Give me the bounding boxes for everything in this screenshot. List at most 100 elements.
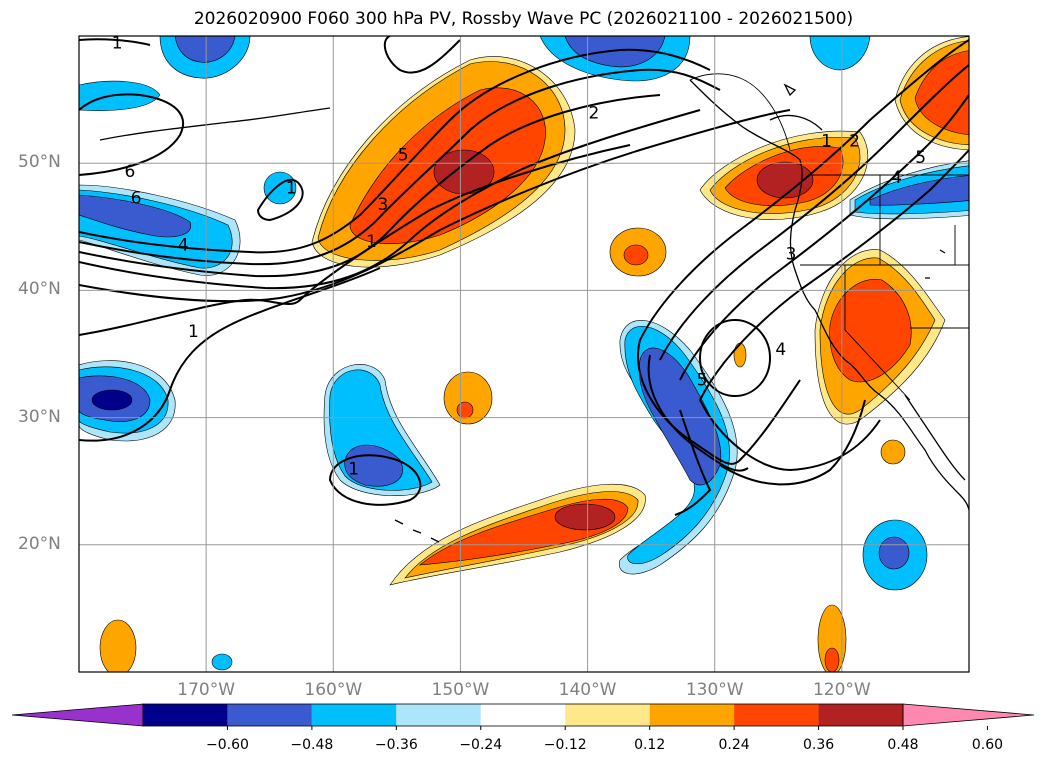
lat-tick-label: 20°N: [18, 533, 61, 554]
colorbar-tick-label: −0.48: [290, 737, 334, 753]
colorbar-tick-label: 0.48: [887, 737, 919, 753]
contour-line: [79, 94, 661, 278]
country-border: [689, 73, 791, 151]
lon-tick-label: 160°W: [304, 680, 363, 700]
contour-label: 1: [286, 178, 297, 198]
colorbar-segment: [396, 704, 481, 726]
map-frame: [78, 35, 970, 673]
colorbar-segment: [227, 704, 312, 726]
contour-line: [328, 454, 422, 506]
state-border: [844, 265, 911, 401]
negative-anomaly: [809, 36, 871, 71]
map-title: 2026020900 F060 300 hPa PV, Rossby Wave …: [193, 9, 854, 29]
coastline: [783, 83, 797, 97]
lat-tick-label: 40°N: [18, 279, 61, 300]
contour-label: 6: [124, 162, 135, 182]
contour-line: [659, 64, 969, 361]
coastline-layer: [99, 79, 969, 543]
negative-anomaly: [79, 194, 192, 238]
coastline: [769, 114, 823, 131]
contour-line: [79, 93, 185, 176]
positive-anomaly: [554, 503, 616, 531]
positive-anomaly: [443, 371, 493, 425]
colorbar-segment: [565, 704, 650, 726]
colorbar-segment: [311, 704, 397, 726]
colorbar-tick-label: 0.60: [971, 737, 1004, 753]
colorbar-extend-low: [11, 703, 144, 727]
gridlines: [79, 36, 969, 672]
positive-anomaly: [456, 401, 474, 419]
negative-anomaly: [79, 80, 161, 111]
coastline: [925, 249, 946, 279]
contour-line: [699, 319, 771, 397]
contour-line: [79, 109, 791, 303]
contour-label: 5: [915, 148, 926, 168]
shading-layer: [79, 36, 969, 672]
lat-tick-label: 30°N: [18, 406, 61, 427]
contour-label: 4: [891, 168, 902, 188]
contour-label: 4: [775, 340, 786, 360]
lat-tick-label: 50°N: [18, 152, 61, 173]
contour-line: [674, 409, 712, 516]
contour-label: 3: [786, 245, 797, 265]
colorbar-segment: [649, 704, 735, 726]
coastline: [904, 394, 966, 481]
colorbar-segment: [143, 704, 228, 726]
colorbar-segment: [818, 704, 903, 726]
positive-anomaly: [756, 161, 814, 199]
contour-line: [79, 267, 381, 442]
negative-anomaly: [869, 175, 969, 206]
coastline: [689, 79, 969, 511]
colorbar-segment: [480, 704, 566, 726]
contour-line: [719, 399, 866, 486]
contour-line: [79, 48, 711, 254]
positive-anomaly: [829, 278, 912, 383]
contour-label: 4: [178, 236, 189, 256]
lon-tick-label: 170°W: [177, 680, 236, 700]
colorbar-tick-label: 0.12: [634, 737, 666, 753]
colorbar-tick-label: −0.36: [374, 737, 418, 753]
colorbar-tick-label: −0.24: [459, 737, 503, 753]
contour-line: [383, 36, 461, 74]
positive-anomaly: [824, 647, 840, 672]
positive-anomaly: [733, 342, 747, 368]
contour-line: [637, 339, 801, 465]
contour-label: 2: [589, 103, 600, 123]
contour-line: [79, 109, 701, 290]
lon-tick-label: 130°W: [685, 680, 744, 700]
contour-line: [639, 39, 969, 341]
colorbar-tick-label: 0.36: [802, 737, 835, 753]
contour-line: [699, 399, 881, 472]
colorbar: [11, 703, 1035, 730]
lon-tick-label: 120°W: [812, 680, 871, 700]
contour-label: 1: [188, 322, 199, 342]
coastline: [394, 519, 440, 543]
contour-label: 3: [377, 195, 388, 215]
lon-tick-label: 150°W: [431, 680, 490, 700]
colorbar-segment: [734, 704, 819, 726]
contour-line: [79, 38, 151, 46]
colorbar-tick-label: −0.60: [205, 737, 249, 753]
contour-label: 1: [821, 131, 832, 151]
contour-line: [699, 149, 969, 401]
contour-label: 1: [112, 33, 123, 53]
contour-layer: [79, 36, 969, 516]
contour-line: [256, 178, 304, 222]
negative-anomaly: [211, 653, 233, 671]
contour-label: 1: [366, 232, 377, 252]
positive-anomaly: [99, 619, 137, 672]
negative-anomaly: [174, 36, 236, 63]
colorbar-tick-label: 0.24: [718, 737, 750, 753]
positive-anomaly: [817, 604, 847, 672]
contour-label: 5: [697, 370, 708, 390]
contour-label: 2: [849, 131, 860, 151]
contour-label: 5: [398, 145, 409, 165]
colorbar-outline: [142, 703, 904, 727]
positive-anomaly: [880, 439, 906, 465]
positive-anomaly: [623, 244, 649, 266]
coastline: [99, 107, 331, 141]
contour-line: [79, 144, 631, 336]
contour-label: 6: [131, 189, 142, 209]
